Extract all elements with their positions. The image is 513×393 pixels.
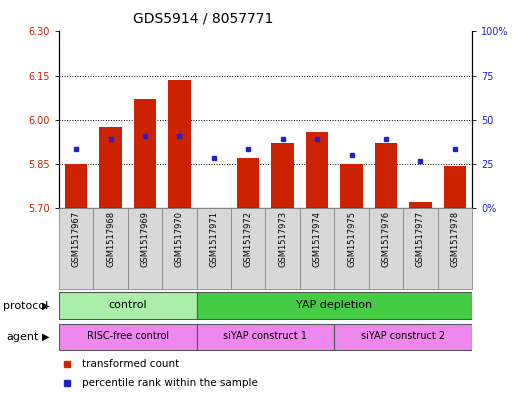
Text: agent: agent	[7, 332, 39, 342]
Bar	[196, 208, 231, 289]
Bar	[65, 164, 87, 208]
Bar	[334, 208, 369, 289]
Bar	[196, 292, 472, 319]
Bar	[93, 208, 128, 289]
Text: GSM1517976: GSM1517976	[382, 211, 390, 267]
Bar	[444, 165, 466, 208]
Bar	[369, 208, 403, 289]
Bar	[300, 208, 334, 289]
Text: GSM1517977: GSM1517977	[416, 211, 425, 267]
Text: GSM1517972: GSM1517972	[244, 211, 253, 267]
Text: GSM1517968: GSM1517968	[106, 211, 115, 267]
Text: siYAP construct 1: siYAP construct 1	[224, 331, 307, 342]
Text: YAP depletion: YAP depletion	[296, 300, 372, 310]
Text: RISC-free control: RISC-free control	[87, 331, 169, 342]
Text: protocol: protocol	[3, 301, 48, 311]
Bar	[340, 164, 363, 208]
Bar	[168, 80, 191, 208]
Text: control: control	[109, 300, 147, 310]
Text: GDS5914 / 8057771: GDS5914 / 8057771	[133, 12, 274, 26]
Bar	[196, 324, 334, 350]
Text: GSM1517974: GSM1517974	[312, 211, 322, 267]
Text: ▶: ▶	[43, 301, 50, 311]
Text: GSM1517969: GSM1517969	[141, 211, 149, 267]
Bar	[100, 127, 122, 208]
Bar	[134, 99, 156, 208]
Text: transformed count: transformed count	[82, 358, 179, 369]
Text: percentile rank within the sample: percentile rank within the sample	[82, 378, 258, 388]
Bar	[59, 324, 196, 350]
Text: GSM1517973: GSM1517973	[278, 211, 287, 267]
Bar	[59, 208, 93, 289]
Bar	[59, 292, 196, 319]
Bar	[231, 208, 266, 289]
Bar	[265, 208, 300, 289]
Bar	[162, 208, 196, 289]
Bar	[403, 208, 438, 289]
Bar	[409, 202, 431, 208]
Bar	[438, 208, 472, 289]
Bar	[306, 132, 328, 208]
Text: GSM1517975: GSM1517975	[347, 211, 356, 267]
Text: GSM1517967: GSM1517967	[72, 211, 81, 267]
Text: GSM1517970: GSM1517970	[175, 211, 184, 267]
Bar	[374, 143, 397, 208]
Bar	[271, 143, 294, 208]
Text: ▶: ▶	[43, 332, 50, 342]
Text: GSM1517978: GSM1517978	[450, 211, 459, 267]
Bar	[128, 208, 162, 289]
Bar	[334, 324, 472, 350]
Bar	[237, 158, 260, 208]
Text: GSM1517971: GSM1517971	[209, 211, 219, 267]
Text: siYAP construct 2: siYAP construct 2	[361, 331, 445, 342]
